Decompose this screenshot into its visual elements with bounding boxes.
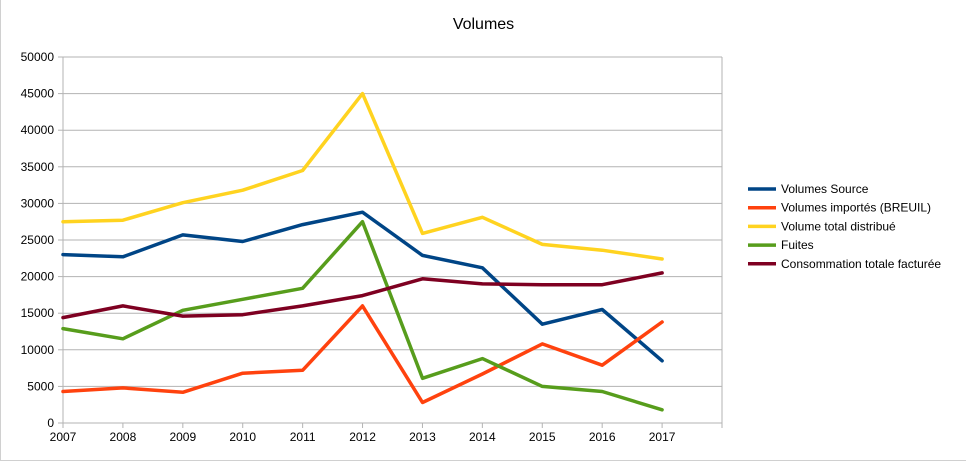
y-tick-label: 35000 — [21, 160, 55, 174]
y-tick-label: 10000 — [21, 343, 55, 357]
y-tick-label: 40000 — [21, 123, 55, 137]
series-line-2 — [61, 91, 664, 261]
y-tick-label: 50000 — [21, 50, 55, 64]
y-tick-label: 25000 — [21, 233, 55, 247]
x-tick-label: 2013 — [409, 430, 436, 444]
legend-label: Volumes importés (BREUIL) — [781, 201, 931, 215]
x-tick-label: 2012 — [349, 430, 376, 444]
y-tick-label: 5000 — [27, 379, 54, 393]
legend: Volumes Source Volumes importés (BREUIL) V… — [748, 182, 941, 271]
x-tick-label: 2014 — [469, 430, 496, 444]
y-tick-label: 15000 — [21, 306, 55, 320]
x-tick-label: 2015 — [529, 430, 556, 444]
legend-label: Volumes Source — [781, 182, 869, 196]
x-tick-label: 2007 — [50, 430, 77, 444]
y-tick-label: 0 — [47, 416, 54, 430]
series-line-3 — [61, 219, 664, 412]
legend-label: Consommation totale facturée — [781, 257, 941, 271]
x-tick-label: 2009 — [169, 430, 196, 444]
chart-title: Volumes — [452, 16, 515, 33]
x-tick-label: 2016 — [589, 430, 616, 444]
x-tick-label: 2010 — [229, 430, 256, 444]
y-tick-label: 45000 — [21, 87, 55, 101]
legend-label: Fuites — [781, 238, 814, 252]
x-tick-label: 2008 — [110, 430, 137, 444]
x-tick-label: 2011 — [290, 430, 316, 444]
series-line-1 — [61, 304, 664, 405]
gridlines — [63, 56, 722, 424]
axes: 0 5000 10000 15000 20000 25000 30000 35000 40000… — [21, 50, 723, 444]
legend-label: Volume total distribué — [781, 219, 896, 233]
series-lines — [61, 91, 664, 412]
series-line-4 — [61, 271, 664, 320]
series-line-0 — [61, 210, 664, 363]
x-tick-label: 2017 — [649, 430, 676, 444]
y-tick-label: 20000 — [21, 270, 55, 284]
y-tick-label: 30000 — [21, 196, 55, 210]
